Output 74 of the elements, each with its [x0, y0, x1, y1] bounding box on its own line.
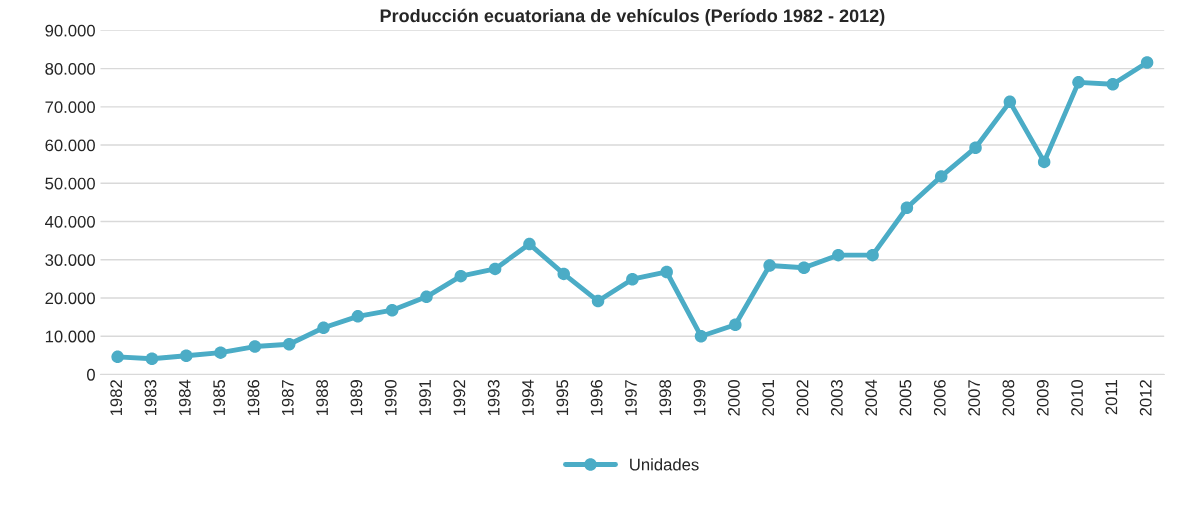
x-tick-label: 2007 — [968, 380, 981, 416]
point — [1072, 76, 1085, 89]
point — [900, 201, 914, 214]
x-tick-label: 2004 — [865, 379, 878, 416]
point — [488, 262, 502, 276]
point — [282, 337, 296, 351]
x-tick-label: 1997 — [625, 380, 637, 416]
x-tick-label: 1984 — [178, 379, 191, 416]
x-tick-label: 1987 — [281, 380, 294, 416]
y-tick-label: 80.000 — [45, 62, 95, 75]
point — [111, 350, 124, 364]
point — [145, 352, 159, 366]
y-tick-label: 50.000 — [45, 177, 95, 190]
x-tick-label: 2001 — [762, 380, 775, 416]
point — [832, 248, 845, 262]
point — [969, 141, 982, 154]
chart-title: Producción ecuatoriana de vehículos (Período 1982 - 2012) — [380, 8, 885, 26]
point — [797, 261, 811, 275]
x-tick-label: 2006 — [933, 380, 946, 416]
x-tick-label: 1988 — [316, 380, 328, 416]
point — [866, 248, 879, 262]
y-tick-label: 60.000 — [45, 139, 95, 152]
point — [626, 272, 639, 286]
x-tick-label: 2002 — [796, 380, 809, 416]
y-tick-label: 10.000 — [45, 330, 95, 343]
y-tick-label: 70.000 — [45, 101, 95, 114]
point — [729, 318, 742, 331]
x-tick-label: 2009 — [1036, 380, 1049, 416]
x-tick-label: 1994 — [522, 379, 534, 416]
y-tick-label: 30.000 — [45, 254, 95, 266]
point — [591, 294, 605, 308]
point — [248, 340, 262, 353]
point — [934, 170, 948, 183]
point — [420, 290, 433, 304]
x-tick-label: 1989 — [350, 380, 363, 416]
x-tick-label: 1999 — [693, 380, 706, 416]
x-tick-label: 1986 — [247, 380, 260, 416]
point — [1037, 155, 1051, 169]
point — [660, 265, 673, 279]
y-tick-label: 0 — [86, 368, 95, 381]
x-tick-label: 1993 — [487, 380, 500, 416]
point — [1106, 78, 1120, 91]
x-tick-label: 1991 — [419, 380, 431, 416]
x-tick-label: 2000 — [727, 379, 740, 416]
point — [454, 269, 468, 283]
point — [694, 329, 708, 343]
x-tick-label: 1983 — [144, 380, 157, 416]
legend-label: Unidades — [630, 458, 699, 471]
x-tick-label: 1982 — [110, 380, 123, 416]
y-tick-label: 90.000 — [45, 24, 95, 37]
point — [385, 303, 399, 317]
x-tick-label: 1995 — [556, 380, 569, 416]
point — [1140, 56, 1154, 69]
x-tick-label: 2003 — [830, 380, 843, 416]
x-tick-label: 2005 — [899, 380, 912, 416]
x-tick-label: 2008 — [1002, 380, 1015, 416]
y-tick-label: 20.000 — [45, 292, 95, 305]
x-tick-label: 1985 — [213, 380, 226, 416]
x-tick-label: 2011 — [1105, 380, 1118, 415]
point — [317, 321, 330, 335]
point — [351, 310, 365, 323]
x-tick-label: 1996 — [590, 380, 603, 416]
point — [180, 349, 193, 362]
x-tick-label: 1998 — [659, 380, 672, 416]
point — [1003, 95, 1017, 109]
point — [557, 267, 570, 281]
x-tick-label: 1992 — [453, 380, 466, 416]
x-tick-label: 2012 — [1139, 380, 1152, 416]
x-tick-label: 1990 — [384, 379, 397, 416]
x-tick-label: 2010 — [1071, 379, 1083, 416]
point — [214, 346, 227, 359]
point — [763, 259, 776, 272]
y-tick-label: 40.000 — [45, 215, 95, 228]
point — [523, 237, 536, 251]
